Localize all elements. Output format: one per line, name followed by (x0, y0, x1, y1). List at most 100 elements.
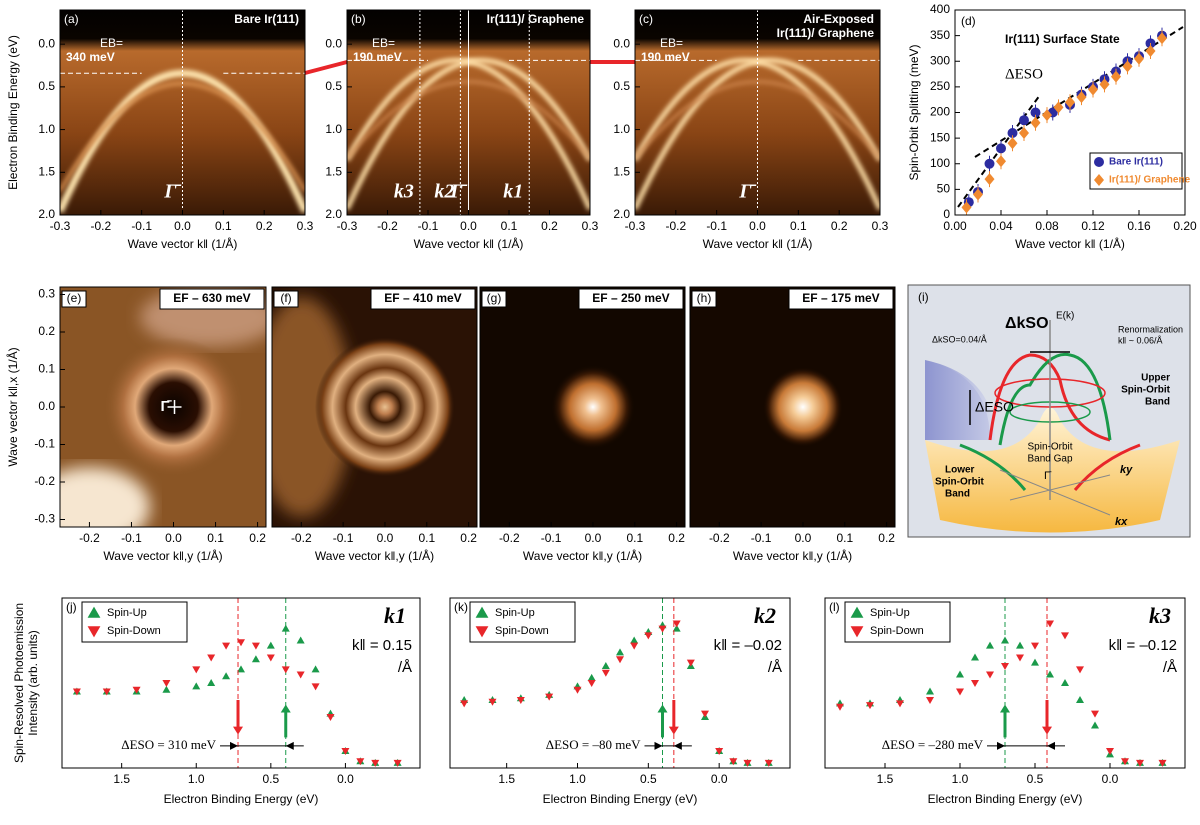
x-tick-label: 0.0 (165, 531, 182, 545)
panel-label: (f) (280, 291, 291, 305)
x-axis-label: Electron Binding Energy (eV) (928, 792, 1083, 806)
point (1091, 710, 1099, 718)
annotation: ΔESO (1005, 66, 1043, 82)
intensity-spot (762, 367, 843, 447)
k-axis (1009, 474, 1111, 501)
chart-title: Ir(111) Surface State (1005, 32, 1120, 46)
x-tick-label: -0.1 (751, 531, 772, 545)
point (1042, 109, 1052, 122)
point (866, 702, 874, 710)
point (658, 625, 667, 633)
x-tick-label: -0.2 (377, 219, 398, 233)
point (1158, 759, 1167, 767)
diagram-label: Γ̄ (1044, 470, 1052, 482)
point (72, 688, 81, 696)
image (480, 287, 685, 527)
arrowhead (1042, 726, 1052, 735)
k-label: k3 (394, 181, 414, 203)
diagram-label: Renormalization (1118, 324, 1183, 334)
panel-title: Air-Exposed (803, 12, 874, 26)
y-tick-label: 0.0 (38, 36, 55, 50)
x-tick-label: 0.16 (1127, 219, 1151, 233)
point (1031, 642, 1039, 650)
y-tick-label: 0.0 (38, 399, 55, 413)
x-axis-label: Electron Binding Energy (eV) (543, 792, 698, 806)
arrowhead (1000, 704, 1010, 713)
point (956, 670, 964, 678)
image (60, 10, 305, 215)
x-axis-label: Wave vector k‖ (1/Å) (128, 236, 238, 251)
x-tick-label: 0.2 (541, 219, 558, 233)
point (1019, 127, 1029, 139)
diagram-label: ΔkSO (1005, 315, 1049, 332)
point (1076, 91, 1087, 104)
panel-title: Bare Ir(111) (234, 12, 299, 26)
y-tick-label: 0.0 (613, 36, 630, 50)
point (986, 641, 994, 649)
label-box (61, 290, 87, 308)
point (971, 680, 979, 687)
y-axis-label: Spin-Orbit Splitting (meV) (907, 44, 921, 180)
point (1031, 658, 1039, 666)
k-value: k‖ = –0.12 (1109, 637, 1177, 654)
eb-value: 190 meV (641, 50, 690, 64)
x-tick-label: -0.1 (541, 531, 562, 545)
panel-title: EF – 250 meV (592, 291, 669, 305)
arrowhead (233, 726, 244, 735)
k-axis (999, 469, 1111, 516)
band (635, 80, 880, 160)
legend-marker (1094, 174, 1104, 186)
image (635, 10, 880, 215)
point (1136, 759, 1144, 767)
point (573, 686, 582, 694)
y-axis-label: Intensity (arb. units) (26, 630, 40, 735)
plot-frame (824, 597, 1186, 769)
diagram-label: kx (1115, 516, 1128, 528)
point (102, 688, 111, 696)
point (1091, 721, 1099, 729)
eb-label: EB= (372, 36, 395, 50)
y-tick-label: 0.5 (38, 79, 55, 93)
legend-label: Spin-Down (495, 625, 549, 637)
point (192, 666, 201, 674)
plot-frame (479, 286, 686, 528)
point (971, 653, 979, 661)
band (635, 57, 880, 211)
point (296, 636, 305, 644)
point (1076, 666, 1084, 674)
y-tick-label: 0.3 (38, 287, 55, 301)
y-tick-label: -0.1 (34, 437, 55, 451)
image (690, 287, 895, 527)
point (1099, 78, 1110, 91)
point (1122, 60, 1133, 73)
point (836, 703, 844, 711)
image (347, 10, 590, 215)
point (192, 682, 201, 690)
point (162, 685, 171, 693)
legend-box (81, 601, 188, 643)
y-tick-label: 50 (937, 182, 951, 196)
y-tick-label: 350 (930, 28, 950, 42)
x-tick-label: -0.2 (499, 531, 520, 545)
diagram-label: Spin-Orbit (935, 477, 985, 488)
point (393, 759, 402, 767)
point (715, 748, 724, 755)
x-tick-label: 0.0 (377, 531, 394, 545)
point (956, 688, 964, 696)
x-axis-label: Wave vector k‖ (1/Å) (703, 236, 813, 251)
panel-label: (h) (697, 291, 712, 305)
x-tick-label: 0.0 (711, 772, 728, 786)
eb-label: EB= (100, 36, 123, 50)
y-tick-label: 0.5 (325, 79, 342, 93)
plot-frame (271, 286, 478, 528)
point (1046, 670, 1054, 678)
y-axis-label: Wave vector k‖,x (1/Å) (5, 347, 20, 466)
panel-title: EF – 175 meV (802, 291, 879, 305)
arrowhead (668, 726, 679, 735)
point (986, 671, 994, 679)
y-tick-label: -0.2 (34, 474, 55, 488)
point (616, 656, 624, 664)
point (281, 666, 290, 674)
x-tick-label: 0.1 (501, 219, 518, 233)
